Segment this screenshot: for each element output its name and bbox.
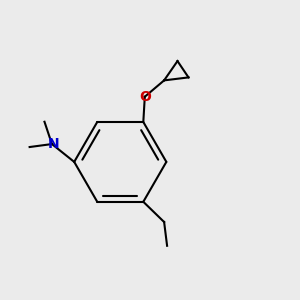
Text: N: N: [48, 137, 59, 151]
Text: O: O: [139, 90, 151, 104]
